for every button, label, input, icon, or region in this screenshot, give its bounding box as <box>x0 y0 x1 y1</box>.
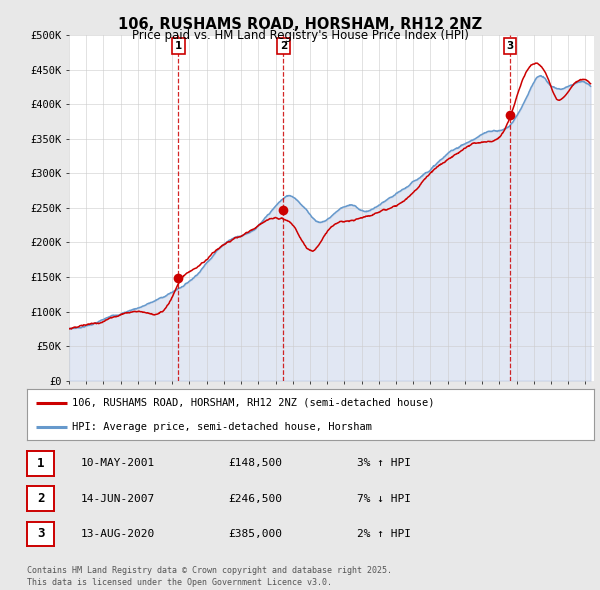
Text: Price paid vs. HM Land Registry's House Price Index (HPI): Price paid vs. HM Land Registry's House … <box>131 30 469 42</box>
Text: 7% ↓ HPI: 7% ↓ HPI <box>357 494 411 503</box>
Text: Contains HM Land Registry data © Crown copyright and database right 2025.
This d: Contains HM Land Registry data © Crown c… <box>27 566 392 587</box>
Text: 14-JUN-2007: 14-JUN-2007 <box>81 494 155 503</box>
Text: 106, RUSHAMS ROAD, HORSHAM, RH12 2NZ: 106, RUSHAMS ROAD, HORSHAM, RH12 2NZ <box>118 17 482 31</box>
Text: 2% ↑ HPI: 2% ↑ HPI <box>357 529 411 539</box>
Text: £246,500: £246,500 <box>228 494 282 503</box>
Text: HPI: Average price, semi-detached house, Horsham: HPI: Average price, semi-detached house,… <box>73 422 373 432</box>
Text: 10-MAY-2001: 10-MAY-2001 <box>81 458 155 468</box>
Text: 2: 2 <box>37 492 44 505</box>
Text: 3: 3 <box>37 527 44 540</box>
Text: £148,500: £148,500 <box>228 458 282 468</box>
Text: 1: 1 <box>175 41 182 51</box>
Text: 1: 1 <box>37 457 44 470</box>
Text: £385,000: £385,000 <box>228 529 282 539</box>
Text: 3% ↑ HPI: 3% ↑ HPI <box>357 458 411 468</box>
Text: 13-AUG-2020: 13-AUG-2020 <box>81 529 155 539</box>
Text: 3: 3 <box>506 41 514 51</box>
Text: 2: 2 <box>280 41 287 51</box>
Text: 106, RUSHAMS ROAD, HORSHAM, RH12 2NZ (semi-detached house): 106, RUSHAMS ROAD, HORSHAM, RH12 2NZ (se… <box>73 398 435 408</box>
